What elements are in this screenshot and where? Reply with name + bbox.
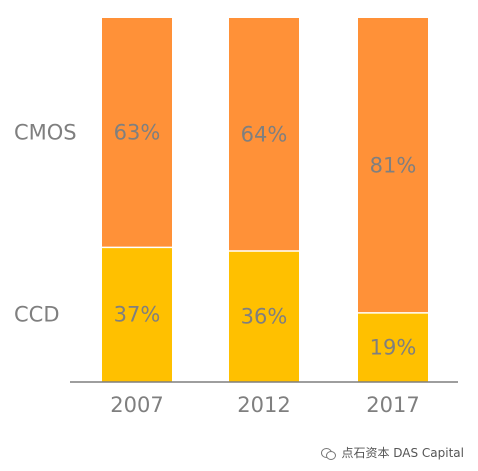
x-tick-labels-group: 2007 2012 2017 — [110, 393, 419, 417]
data-label-cmos-2017: 81% — [370, 153, 417, 177]
bar-cmos-2007 — [102, 18, 172, 248]
data-label-cmos-2007: 63% — [114, 121, 161, 145]
chat-bubbles-icon — [321, 447, 337, 460]
bar-ccd-2017 — [358, 312, 428, 382]
data-label-ccd-2012: 36% — [241, 304, 288, 328]
series-label-cmos: CMOS — [14, 121, 77, 145]
bar-cmos-2012 — [229, 18, 299, 251]
bar-ccd-2007 — [102, 247, 172, 382]
bars-group — [102, 18, 428, 382]
series-label-ccd: CCD — [14, 303, 60, 327]
data-label-cmos-2012: 64% — [241, 122, 288, 146]
data-label-ccd-2017: 19% — [370, 335, 417, 359]
x-tick-label-2017: 2017 — [366, 393, 419, 417]
series-row-labels-group: CCD CMOS — [14, 121, 77, 327]
x-tick-label-2007: 2007 — [110, 393, 163, 417]
watermark-text: 点石资本 DAS Capital — [341, 446, 464, 460]
bar-ccd-2012 — [229, 250, 299, 382]
x-tick-label-2012: 2012 — [237, 393, 290, 417]
data-labels-group: 37% 63% 36% 64% 19% 81% — [114, 121, 417, 360]
watermark: 点石资本 DAS Capital — [321, 444, 464, 461]
data-label-ccd-2007: 37% — [114, 303, 161, 327]
bar-cmos-2017 — [358, 18, 428, 313]
